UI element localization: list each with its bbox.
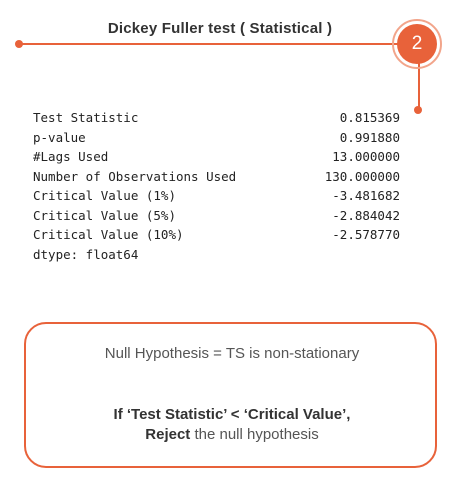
result-label: Critical Value (1%) bbox=[33, 188, 176, 203]
connector-line bbox=[418, 44, 420, 108]
step-badge: 2 bbox=[397, 24, 437, 64]
result-label: Number of Observations Used bbox=[33, 168, 237, 184]
dtype-line: dtype: float64 bbox=[33, 246, 139, 262]
result-row-lags-used: #Lags Used 13.000000 bbox=[33, 147, 400, 167]
result-row-test-statistic: Test Statistic 0.815369 bbox=[33, 108, 400, 128]
step-badge-ring bbox=[392, 19, 442, 69]
result-value: 0.815369 bbox=[339, 110, 400, 125]
decision-rule-rest: the null hypothesis bbox=[190, 426, 319, 443]
page-title: Dickey Fuller test ( Statistical ) bbox=[107, 20, 333, 37]
result-label: Critical Value (10%) bbox=[33, 227, 184, 242]
title-underline bbox=[18, 43, 402, 45]
result-row-critical-value-10: Critical Value (10%) -2.578770 bbox=[33, 225, 400, 245]
result-value: -2.884042 bbox=[332, 207, 400, 223]
result-label: p-value bbox=[33, 129, 86, 145]
result-label: Critical Value (5%) bbox=[33, 207, 176, 223]
result-value: 130.000000 bbox=[324, 168, 400, 184]
decision-rule-action: Reject the null hypothesis bbox=[0, 426, 464, 443]
result-row-p-value: p-value 0.991880 bbox=[33, 128, 400, 148]
result-row-critical-value-5: Critical Value (5%) -2.884042 bbox=[33, 206, 400, 226]
result-row-observations-used: Number of Observations Used 130.000000 bbox=[33, 167, 400, 187]
result-value: 0.991880 bbox=[339, 129, 400, 145]
result-label: Test Statistic bbox=[33, 110, 139, 125]
result-row-critical-value-1: Critical Value (1%) -3.481682 bbox=[33, 186, 400, 206]
line-end-dot bbox=[414, 106, 422, 114]
decision-rule-condition: If ‘Test Statistic’ < ‘Critical Value’, bbox=[113, 406, 351, 423]
line-start-dot bbox=[15, 40, 23, 48]
result-value: -2.578770 bbox=[332, 227, 400, 242]
result-value: 13.000000 bbox=[332, 149, 400, 164]
result-label: #Lags Used bbox=[33, 149, 109, 164]
null-hypothesis-text: Null Hypothesis = TS is non-stationary bbox=[104, 345, 360, 362]
reject-keyword: Reject bbox=[145, 426, 191, 443]
result-value: -3.481682 bbox=[332, 188, 400, 203]
test-results-output: Test Statistic 0.815369 p-value 0.991880… bbox=[33, 108, 400, 264]
hypothesis-box bbox=[24, 322, 437, 468]
